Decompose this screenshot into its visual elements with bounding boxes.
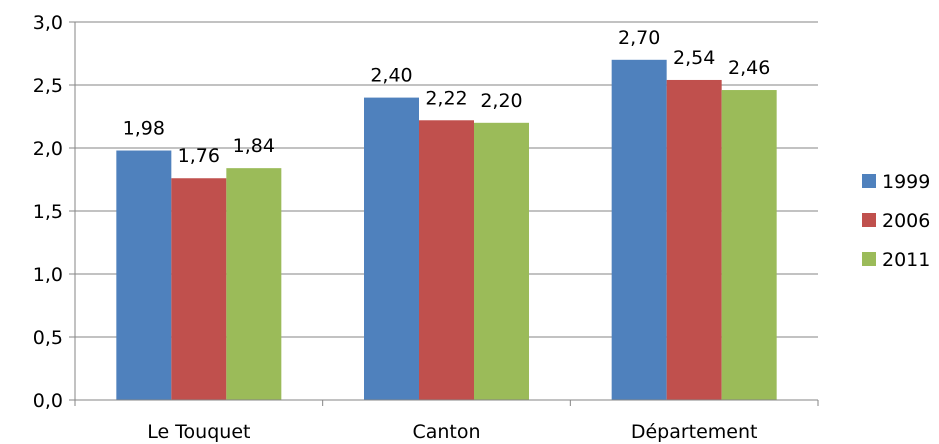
- bar-1999-1: [364, 97, 419, 400]
- legend-swatch-1999: [862, 174, 876, 188]
- legend-swatch-2011: [862, 252, 876, 266]
- y-tick-label: 0,0: [33, 390, 63, 412]
- y-tick-label: 1,0: [33, 264, 63, 286]
- bar-2011-1: [474, 122, 529, 401]
- bar-1999-0: [116, 150, 172, 400]
- y-tick-label: 3,0: [33, 12, 63, 34]
- x-category-label: Département: [631, 421, 758, 443]
- data-label: 1,98: [123, 118, 165, 140]
- legend-label: 2011: [882, 249, 930, 271]
- data-label: 2,46: [728, 57, 770, 79]
- y-tick-label: 2,5: [33, 75, 63, 97]
- y-tick-label: 1,5: [33, 201, 63, 223]
- data-label: 2,20: [480, 90, 522, 112]
- data-label: 2,22: [425, 87, 467, 109]
- bar-2006-2: [666, 79, 722, 401]
- data-label: 2,70: [618, 27, 660, 49]
- legend-swatch-2006: [862, 213, 876, 227]
- bar-1999-2: [611, 59, 667, 401]
- data-label: 2,54: [673, 47, 715, 69]
- data-label: 1,84: [233, 135, 275, 157]
- data-labels: 1,98 1,76 1,84 2,40 2,22 2,20 2,70 2,54 2,46: [123, 27, 771, 167]
- bar-2006-1: [419, 120, 474, 400]
- bar-2011-0: [226, 168, 282, 400]
- data-label: 2,40: [370, 65, 412, 87]
- legend: 1999 2006 2011: [862, 171, 930, 271]
- legend-label: 1999: [882, 171, 930, 193]
- bars: [116, 59, 777, 401]
- bar-2006-0: [171, 178, 227, 400]
- x-axis: Le Touquet Canton Département: [74, 399, 819, 443]
- bar-2011-2: [721, 90, 777, 400]
- data-label: 1,76: [178, 145, 220, 167]
- y-tick-label: 2,0: [33, 138, 63, 160]
- y-tick-label: 0,5: [33, 327, 63, 349]
- legend-label: 2006: [882, 210, 930, 232]
- x-category-label: Le Touquet: [147, 421, 250, 443]
- x-category-label: Canton: [412, 421, 480, 443]
- y-axis: 0,0 0,5 1,0 1,5 2,0 2,5 3,0: [33, 12, 76, 412]
